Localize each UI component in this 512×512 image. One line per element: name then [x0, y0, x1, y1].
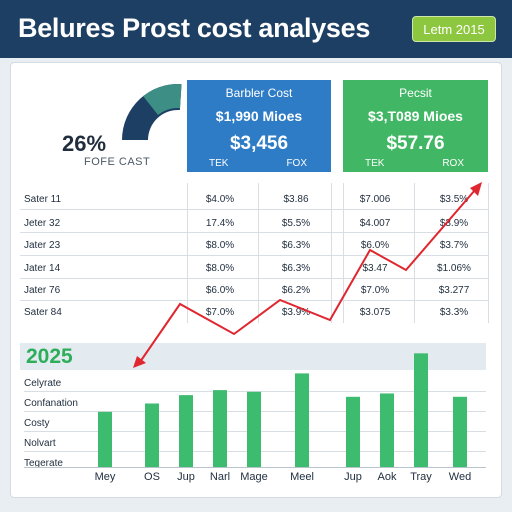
y-category-label: Nolvart	[24, 438, 56, 449]
table-row-label: Jeter 32	[24, 218, 61, 229]
year-band	[20, 343, 486, 370]
table-cell: $6.0%	[360, 240, 390, 251]
table-cell: $8.0%	[205, 240, 235, 251]
cost-panel-left-label: TEK	[209, 158, 229, 169]
y-category-label: Confanation	[24, 398, 78, 409]
x-tick-label: Aok	[377, 471, 397, 483]
table-divider	[331, 183, 332, 323]
page-title: Belures Prost cost analyses	[18, 13, 371, 43]
x-tick-label: Meel	[290, 471, 314, 483]
bar-narl	[213, 390, 227, 467]
chart-baseline	[24, 467, 486, 468]
table-cell: $7.0%	[360, 285, 390, 296]
table-cell: $3.5%	[439, 194, 469, 205]
table-cell: $3.277	[438, 285, 470, 296]
bar-tray	[414, 353, 428, 467]
bar-mey	[98, 411, 112, 467]
row-divider	[20, 300, 488, 301]
bar-jup	[179, 395, 193, 467]
profit-panel-left-label: TEK	[365, 158, 385, 169]
table-cell: $7.0%	[205, 307, 235, 318]
gauge-arc-accent	[143, 84, 182, 115]
trend-arrowhead-down-icon	[133, 356, 146, 368]
profit-panel-right-label: ROX	[442, 158, 464, 169]
table-cell: $1.06%	[437, 263, 471, 274]
table-cell: $3.7%	[439, 240, 469, 251]
bar-meel	[295, 373, 309, 467]
profit-panel-title: Pecsit	[399, 86, 432, 100]
bar-series	[98, 353, 467, 467]
table-row-label: Sater 11	[24, 194, 62, 205]
x-tick-label: Mage	[240, 471, 268, 483]
bar-mage	[247, 391, 261, 467]
app-header: Belures Prost cost analyses Letm 2015	[0, 0, 512, 58]
table-divider	[187, 183, 188, 323]
date-badge-button[interactable]: Letm 2015	[412, 16, 496, 42]
x-tick-label: Tray	[410, 471, 432, 483]
table-divider	[414, 183, 415, 323]
x-tick-label: Wed	[448, 471, 472, 483]
table-cell: $3.47	[362, 263, 388, 274]
row-divider	[20, 278, 488, 279]
table-cell: $6.3%	[281, 240, 311, 251]
trend-arrowhead-up-icon	[470, 182, 482, 196]
table-cell: $7.006	[359, 194, 391, 205]
profit-panel-subtitle: $3,T089 Mioes	[368, 108, 463, 124]
profit-panel-value: $57.76	[386, 133, 445, 154]
table-row-label: Jater 23	[24, 240, 61, 251]
trend-line	[139, 189, 476, 363]
table-divider	[488, 183, 489, 323]
bar-jup	[346, 396, 360, 467]
cost-panel-right-label: FOX	[286, 158, 307, 169]
table-cell: $3.9%	[281, 307, 311, 318]
table-cell: $6.3%	[281, 263, 311, 274]
row-divider	[20, 255, 488, 256]
cost-panel[interactable]: Barbler Cost $1,990 Mioes $3,456 TEK FOX	[187, 80, 331, 172]
x-tick-label: Jup	[177, 471, 195, 483]
table-cell: $3.9%	[439, 218, 469, 229]
table-cell: $5.5%	[281, 218, 311, 229]
gauge-chart	[122, 84, 182, 140]
x-tick-label: Mey	[94, 471, 116, 483]
table-cell: $3.3%	[439, 307, 469, 318]
table-cell: $6.2%	[281, 285, 311, 296]
y-category-label: Tegerate	[24, 458, 63, 469]
x-tick-label: Jup	[344, 471, 362, 483]
table-divider	[343, 183, 344, 323]
cost-panel-title: Barbler Cost	[225, 86, 293, 100]
row-divider	[20, 209, 488, 210]
y-category-label: Celyrate	[24, 378, 62, 389]
cost-panel-value: $3,456	[229, 133, 289, 154]
table-cell: $8.0%	[205, 263, 235, 274]
y-category-label: Costy	[24, 418, 50, 429]
table-cell: $6.0%	[205, 285, 235, 296]
table-cell: $4.007	[359, 218, 391, 229]
gauge-label: FOFE CAST	[84, 156, 151, 168]
bar-aok	[380, 393, 394, 467]
profit-panel[interactable]: Pecsit $3,T089 Mioes $57.76 TEK ROX	[343, 80, 488, 172]
gauge-value: 26%	[62, 131, 107, 156]
bar-wed	[453, 396, 467, 467]
table-row-label: Jater 76	[24, 285, 61, 296]
table-cell: $3.86	[283, 194, 309, 205]
x-tick-label: Narl	[209, 471, 231, 483]
row-divider	[20, 232, 488, 233]
x-tick-label: OS	[144, 471, 160, 483]
table-cell: $4.0%	[205, 194, 235, 205]
cost-panel-subtitle: $1,990 Mioes	[215, 108, 303, 124]
table-divider	[258, 183, 259, 323]
table-row-label: Sater 84	[24, 307, 62, 318]
chart-year-title: 2025	[26, 345, 73, 368]
bar-os	[145, 403, 159, 467]
chart-gridline	[24, 391, 486, 392]
table-cell: 17.4%	[205, 218, 235, 229]
table-row-label: Jater 14	[24, 263, 61, 274]
table-cell: $3.075	[359, 307, 391, 318]
